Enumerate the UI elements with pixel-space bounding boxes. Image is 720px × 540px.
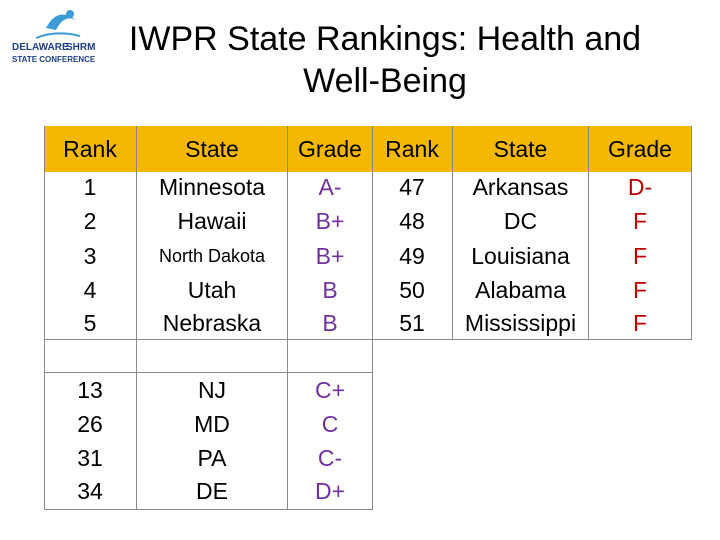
grade-cell: B: [322, 310, 338, 336]
state-cell: MD: [194, 411, 230, 437]
grade-cell: F: [632, 243, 648, 269]
grade-cell: C-: [317, 445, 343, 471]
header-rank-left: Rank: [63, 136, 117, 162]
rank-cell: 4: [83, 277, 97, 303]
rank-cell: 50: [399, 277, 425, 303]
header-rank-right: Rank: [385, 136, 439, 162]
state-cell: DE: [196, 478, 228, 504]
grade-cell: F: [632, 277, 648, 303]
rank-cell: 13: [77, 377, 103, 403]
state-cell: Alabama: [475, 277, 566, 303]
state-cell: Minnesota: [158, 174, 266, 200]
state-cell: Utah: [187, 277, 237, 303]
header-grade-right: Grade: [608, 136, 672, 162]
rank-cell: 48: [399, 208, 425, 234]
grade-cell: F: [632, 208, 648, 234]
rank-cell: 51: [399, 310, 425, 336]
grade-cell: B+: [315, 208, 345, 234]
rank-cell: 47: [399, 174, 425, 200]
state-cell: Hawaii: [177, 208, 247, 234]
logo-text-conference: STATE CONFERENCE: [12, 55, 96, 64]
header-grade-left: Grade: [298, 136, 362, 162]
delaware-shrm-logo: DELAWARE SHRM STATE CONFERENCE: [6, 8, 112, 74]
rank-cell: 26: [77, 411, 103, 437]
state-cell: North Dakota: [158, 246, 266, 266]
state-cell: Nebraska: [162, 310, 262, 336]
state-cell: NJ: [197, 377, 227, 403]
rank-cell: 31: [77, 445, 103, 471]
state-cell: Louisiana: [471, 243, 570, 269]
grade-cell: B: [322, 277, 338, 303]
rank-cell: 34: [77, 478, 103, 504]
state-cell: Arkansas: [472, 174, 569, 200]
logo-text-delaware: DELAWARE: [12, 42, 69, 53]
page-title: IWPR State Rankings: Health and Well-Bei…: [110, 18, 660, 102]
rank-cell: 49: [399, 243, 425, 269]
grade-cell: F: [632, 310, 648, 336]
header-state-left: State: [185, 136, 239, 162]
header-bg-left: [44, 126, 372, 172]
title-line-2: Well-Being: [303, 62, 467, 100]
title-line-1: IWPR State Rankings: Health and: [128, 20, 642, 58]
grade-cell: D-: [627, 174, 653, 200]
state-cell: PA: [197, 445, 227, 471]
rank-cell: 3: [83, 243, 97, 269]
header-bg-right: [372, 126, 692, 172]
rank-cell: 5: [83, 310, 97, 336]
grade-cell: C+: [314, 377, 346, 403]
grade-cell: C: [321, 411, 339, 437]
rank-cell: 1: [83, 174, 97, 200]
logo-text-shrm: SHRM: [66, 42, 95, 53]
state-cell: DC: [503, 208, 538, 234]
state-cell: Mississippi: [464, 310, 577, 336]
grade-cell: D+: [314, 478, 346, 504]
grade-cell: A-: [318, 174, 342, 200]
rank-cell: 2: [83, 208, 97, 234]
grade-cell: B+: [315, 243, 345, 269]
header-state-right: State: [493, 136, 548, 162]
